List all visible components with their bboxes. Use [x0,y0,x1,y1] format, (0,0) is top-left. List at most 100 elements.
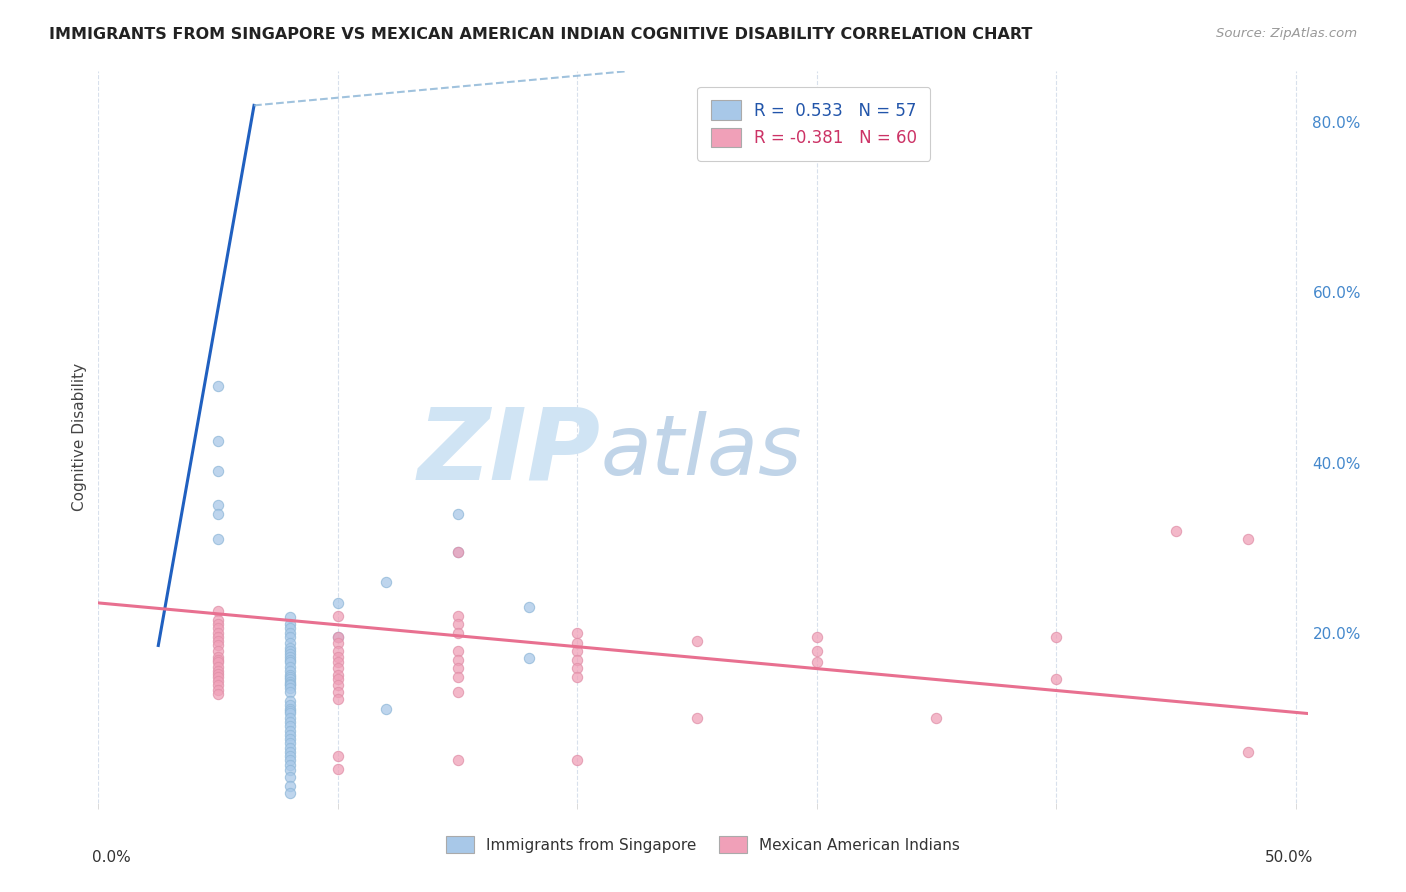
Point [1236,745,1258,759]
Point [278,610,301,624]
Point [278,640,301,655]
Point [207,617,229,632]
Point [326,649,349,664]
Point [278,659,301,673]
Text: IMMIGRANTS FROM SINGAPORE VS MEXICAN AMERICAN INDIAN COGNITIVE DISABILITY CORREL: IMMIGRANTS FROM SINGAPORE VS MEXICAN AME… [49,27,1032,42]
Point [278,698,301,712]
Point [207,379,229,393]
Point [326,608,349,623]
Point [207,464,229,478]
Point [326,661,349,675]
Point [925,711,948,725]
Point [207,682,229,697]
Text: 50.0%: 50.0% [1265,850,1313,865]
Point [207,653,229,667]
Point [446,617,468,632]
Text: Source: ZipAtlas.com: Source: ZipAtlas.com [1216,27,1357,40]
Point [278,653,301,667]
Point [374,574,396,589]
Y-axis label: Cognitive Disability: Cognitive Disability [72,363,87,511]
Point [278,678,301,692]
Point [686,634,709,648]
Point [278,714,301,729]
Point [278,753,301,767]
Point [519,651,541,665]
Point [278,673,301,687]
Point [446,644,468,658]
Point [278,649,301,664]
Point [806,644,828,658]
Point [207,622,229,636]
Point [446,653,468,667]
Point [1045,673,1067,687]
Point [326,644,349,658]
Point [207,644,229,658]
Point [278,779,301,793]
Point [207,498,229,512]
Point [567,636,589,650]
Point [1164,524,1187,538]
Text: ZIP: ZIP [418,403,600,500]
Point [278,656,301,670]
Point [278,664,301,678]
Point [278,736,301,750]
Point [278,740,301,755]
Point [207,532,229,546]
Point [278,731,301,746]
Point [207,659,229,673]
Point [446,545,468,559]
Point [207,639,229,653]
Point [278,677,301,691]
Point [519,600,541,615]
Point [207,656,229,670]
Point [278,694,301,708]
Point [326,656,349,670]
Point [278,786,301,800]
Point [567,670,589,684]
Point [207,625,229,640]
Point [326,762,349,776]
Point [374,702,396,716]
Point [326,630,349,644]
Point [207,649,229,664]
Point [326,668,349,682]
Point [326,685,349,699]
Point [278,770,301,784]
Point [326,678,349,692]
Point [207,613,229,627]
Point [686,711,709,725]
Point [326,673,349,687]
Point [207,670,229,684]
Point [1045,630,1067,644]
Point [278,644,301,658]
Point [806,630,828,644]
Point [278,702,301,716]
Point [278,625,301,640]
Point [446,507,468,521]
Point [207,678,229,692]
Point [278,706,301,721]
Point [446,661,468,675]
Point [567,625,589,640]
Point [278,636,301,650]
Point [446,670,468,684]
Point [278,685,301,699]
Point [278,728,301,742]
Point [278,681,301,695]
Point [207,666,229,681]
Point [207,434,229,449]
Point [446,753,468,767]
Point [278,675,301,690]
Point [326,692,349,706]
Point [446,608,468,623]
Point [278,668,301,682]
Point [207,604,229,618]
Point [806,656,828,670]
Point [567,644,589,658]
Point [326,596,349,610]
Point [278,617,301,632]
Point [278,749,301,764]
Point [207,664,229,678]
Point [278,719,301,733]
Point [278,723,301,738]
